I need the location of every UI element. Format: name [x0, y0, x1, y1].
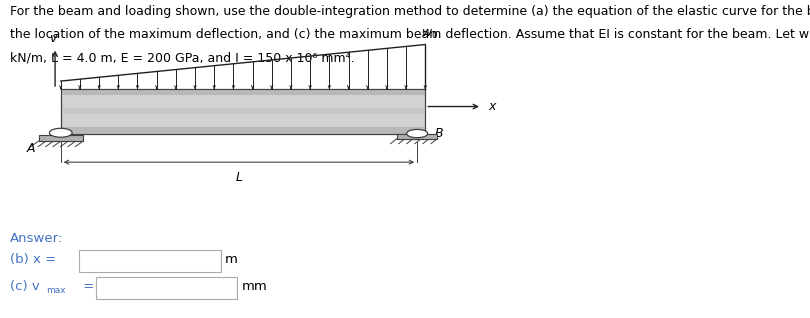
Text: =: = — [79, 280, 94, 293]
Circle shape — [407, 129, 428, 138]
Bar — [61, 127, 425, 134]
Text: max: max — [46, 287, 66, 295]
Text: mm: mm — [241, 280, 267, 293]
Text: B: B — [435, 127, 444, 140]
Bar — [61, 89, 425, 134]
Text: $w_0$: $w_0$ — [421, 28, 438, 41]
Text: For the beam and loading shown, use the double-integration method to determine (: For the beam and loading shown, use the … — [10, 5, 810, 18]
Circle shape — [49, 128, 72, 137]
Text: x: x — [488, 100, 496, 113]
Text: Answer:: Answer: — [10, 232, 63, 245]
Bar — [61, 89, 425, 95]
FancyBboxPatch shape — [96, 277, 237, 299]
Bar — [61, 89, 425, 134]
Text: A: A — [27, 142, 35, 156]
Bar — [397, 134, 437, 139]
Text: m: m — [225, 253, 238, 266]
Text: (c) v: (c) v — [10, 280, 40, 293]
Text: L: L — [236, 171, 242, 184]
Text: kN/m, L = 4.0 m, E = 200 GPa, and I = 150 x 10⁶ mm⁴.: kN/m, L = 4.0 m, E = 200 GPa, and I = 15… — [10, 51, 354, 64]
FancyBboxPatch shape — [79, 250, 221, 272]
Text: the location of the maximum deflection, and (c) the maximum beam deflection. Ass: the location of the maximum deflection, … — [10, 28, 810, 41]
Text: (b) x =: (b) x = — [10, 253, 56, 266]
Text: v: v — [49, 31, 57, 45]
Bar — [61, 108, 425, 114]
Bar — [39, 135, 83, 141]
